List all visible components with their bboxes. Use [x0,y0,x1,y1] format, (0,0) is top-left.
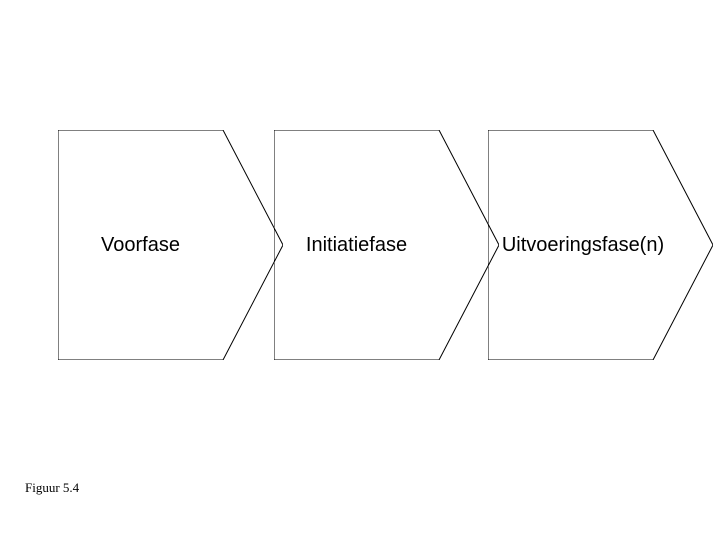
phase-chevron: Initiatiefase [274,130,499,360]
phase-chevron: Uitvoeringsfase(n) [488,130,713,360]
phase-label: Voorfase [58,234,223,257]
phase-label: Initiatiefase [274,234,439,257]
phase-chevron: Voorfase [58,130,283,360]
figure-caption: Figuur 5.4 [25,480,79,496]
phase-label: Uitvoeringsfase(n) [488,234,678,257]
diagram-canvas: Voorfase Initiatiefase Uitvoeringsfase(n… [0,0,720,540]
